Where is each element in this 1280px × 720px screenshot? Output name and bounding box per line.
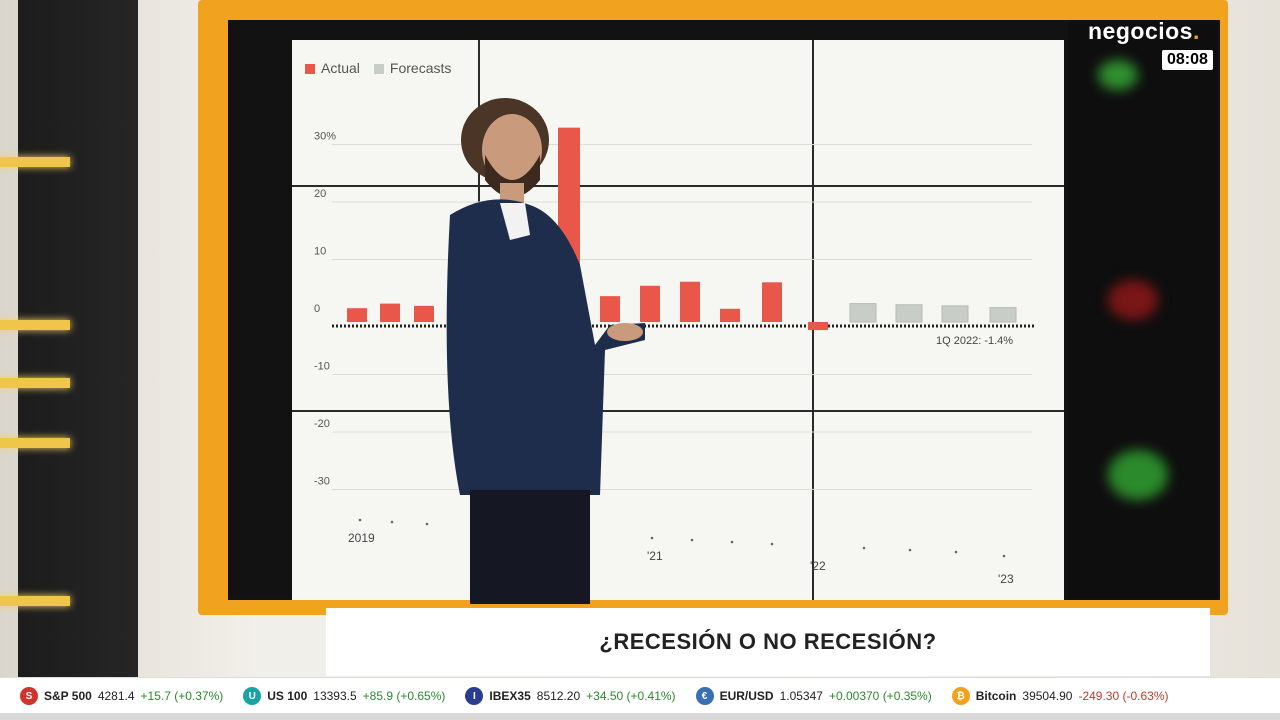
actual-bar bbox=[414, 305, 434, 322]
x-tick-mark bbox=[730, 540, 734, 544]
y-tick-label: 20 bbox=[314, 188, 326, 200]
market-ticker: S S&P 500 4281.4 +15.7 (+0.37%) U US 100 13393… bbox=[0, 677, 1280, 714]
ticker-name: S&P 500 bbox=[44, 689, 92, 703]
headline: ¿RECESIÓN O NO RECESIÓN? bbox=[599, 629, 937, 654]
y-tick-label: -30 bbox=[314, 476, 330, 488]
y-tick-label: 0 bbox=[314, 303, 320, 315]
market-icon: € bbox=[695, 687, 714, 705]
studio-light-strip bbox=[0, 320, 70, 330]
ticker-change: +0.00370 (+0.35%) bbox=[828, 689, 932, 703]
x-tick-label: '23 bbox=[998, 572, 1014, 586]
y-tick-label: 10 bbox=[314, 246, 326, 258]
ticker-value: 1.05347 bbox=[779, 689, 823, 703]
actual-bar bbox=[808, 322, 828, 331]
presenter-figure bbox=[446, 98, 645, 605]
studio-light-strip bbox=[0, 378, 70, 388]
ticker-item: I IBEX35 8512.20 +34.50 (+0.41%) bbox=[465, 687, 676, 705]
lower-third-banner: ¿RECESIÓN O NO RECESIÓN? bbox=[326, 604, 1210, 676]
x-tick-label: 2019 bbox=[348, 531, 375, 545]
actual-bar bbox=[720, 308, 740, 322]
x-tick-mark bbox=[862, 546, 866, 550]
studio-light-strip bbox=[0, 157, 70, 167]
market-icon: U bbox=[243, 687, 262, 705]
y-tick-label: -10 bbox=[314, 361, 330, 373]
chart-panel: 30% 20 10 0 -10 -20 -30 1Q 2022: -1.4% 2019 '21 '2… bbox=[292, 40, 1064, 600]
screen-seam bbox=[292, 410, 1064, 412]
x-tick-mark bbox=[1002, 554, 1006, 558]
ticker-value: 4281.4 bbox=[97, 689, 135, 703]
ticker-change: +34.50 (+0.41%) bbox=[586, 689, 676, 703]
x-tick-mark bbox=[390, 520, 394, 524]
ticker-name: EUR/USD bbox=[719, 689, 774, 703]
x-tick-mark bbox=[954, 550, 958, 554]
studio-light-strip bbox=[0, 438, 70, 448]
ticker-change: +85.9 (+0.65%) bbox=[362, 689, 446, 703]
forecast-bar bbox=[941, 305, 969, 323]
y-tick-label: -20 bbox=[314, 418, 330, 430]
actual-bar bbox=[347, 308, 367, 322]
actual-bar bbox=[640, 285, 660, 322]
green-glow bbox=[1098, 60, 1138, 90]
actual-bar bbox=[762, 282, 782, 322]
bottom-strip bbox=[0, 713, 1280, 720]
x-tick-label: '22 bbox=[810, 559, 826, 573]
ticker-change: -249.30 (-0.63%) bbox=[1078, 689, 1169, 703]
legend-actual: Actual bbox=[305, 60, 360, 76]
actual-bar bbox=[380, 303, 400, 322]
video-wall-right-panel bbox=[1068, 20, 1218, 600]
ticker-name: Bitcoin bbox=[975, 689, 1017, 703]
x-tick-mark bbox=[358, 518, 362, 522]
x-tick-mark bbox=[425, 522, 429, 526]
channel-logo: negocios. bbox=[1088, 18, 1200, 44]
forecast-bar bbox=[895, 304, 923, 323]
legend-forecasts: Forecasts bbox=[373, 60, 451, 76]
ticker-value: 13393.5 bbox=[313, 689, 357, 703]
x-tick-mark bbox=[650, 536, 654, 540]
actual-bar bbox=[680, 281, 700, 322]
ticker-item: S S&P 500 4281.4 +15.7 (+0.37%) bbox=[20, 687, 223, 705]
x-tick-mark bbox=[770, 542, 774, 546]
forecast-bar bbox=[849, 303, 877, 323]
chart-legend: Actual Forecasts bbox=[305, 60, 451, 76]
gdp-bar-chart: 30% 20 10 0 -10 -20 -30 1Q 2022: -1.4% 2019 '21 '2… bbox=[314, 127, 1034, 586]
x-tick-label: '21 bbox=[647, 549, 663, 563]
screen-seam bbox=[292, 185, 1064, 187]
ticker-name: US 100 bbox=[267, 689, 308, 703]
studio-pillar bbox=[18, 0, 138, 700]
screen-seam bbox=[812, 40, 814, 600]
annotation-label: 1Q 2022: -1.4% bbox=[936, 335, 1013, 347]
ticker-item: U US 100 13393.5 +85.9 (+0.65%) bbox=[243, 687, 445, 705]
on-air-clock: 08:08 bbox=[1162, 50, 1213, 70]
y-tick-label: 30% bbox=[314, 131, 336, 143]
market-icon: S bbox=[20, 687, 38, 705]
actual-bar bbox=[600, 296, 620, 322]
ticker-value: 8512.20 bbox=[536, 689, 581, 703]
ticker-name: IBEX35 bbox=[489, 689, 531, 703]
green-glow bbox=[1108, 450, 1168, 500]
x-tick-mark bbox=[908, 548, 912, 552]
x-tick-mark bbox=[690, 538, 694, 542]
studio-light-strip bbox=[0, 596, 70, 606]
market-icon: ₿ bbox=[951, 687, 970, 705]
market-icon: I bbox=[465, 687, 484, 705]
ticker-item: € EUR/USD 1.05347 +0.00370 (+0.35%) bbox=[695, 687, 932, 705]
forecast-bar bbox=[989, 307, 1017, 323]
ticker-change: +15.7 (+0.37%) bbox=[140, 689, 224, 703]
ticker-value: 39504.90 bbox=[1022, 689, 1073, 703]
ticker-item: ₿ Bitcoin 39504.90 -249.30 (-0.63%) bbox=[951, 687, 1169, 705]
red-glow bbox=[1108, 280, 1158, 320]
